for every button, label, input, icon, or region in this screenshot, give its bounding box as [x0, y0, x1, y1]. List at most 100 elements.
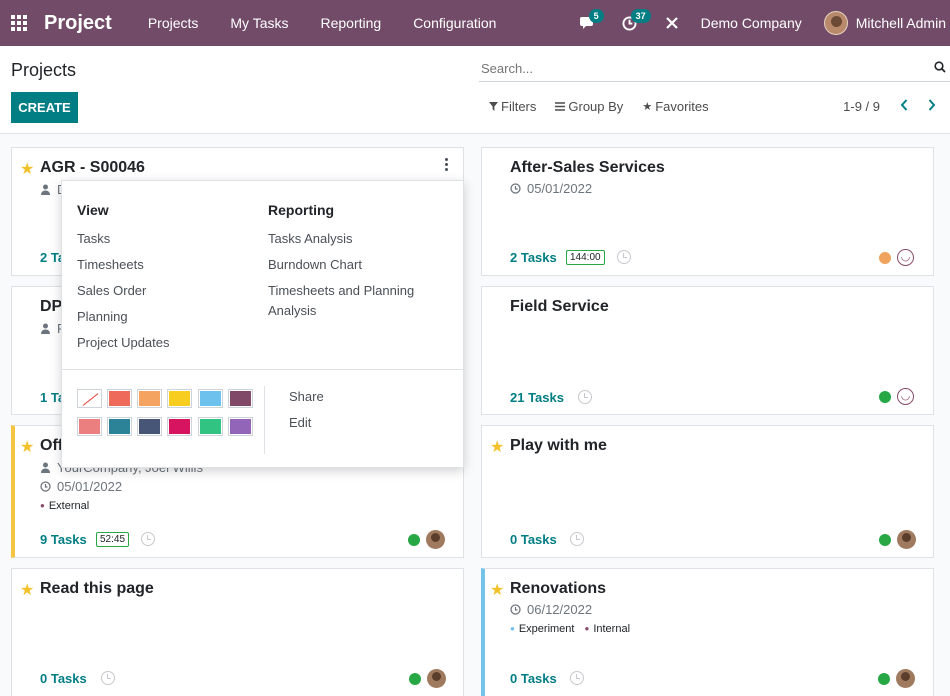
- project-title: Field Service: [510, 298, 609, 315]
- activity-clock-icon[interactable]: [141, 532, 155, 546]
- user-icon: [41, 184, 50, 195]
- dropdown-divider: [62, 369, 463, 370]
- project-tasks-link[interactable]: 2 Tasks: [510, 250, 557, 265]
- view-timesheets-link[interactable]: Timesheets: [77, 257, 144, 272]
- menu-my-tasks[interactable]: My Tasks: [230, 15, 289, 31]
- project-tasks-link[interactable]: 2 Ta: [40, 250, 66, 265]
- project-card-field-service[interactable]: Field Service 21 Tasks ◡: [481, 286, 934, 415]
- tag-experiment: Experiment: [510, 623, 575, 635]
- menu-reporting[interactable]: Reporting: [320, 15, 382, 31]
- clock-icon: [622, 15, 637, 31]
- status-dot-green[interactable]: [408, 534, 420, 546]
- favorite-star-icon[interactable]: ★: [490, 582, 505, 599]
- messages-button[interactable]: 5: [567, 0, 609, 46]
- activity-clock-icon[interactable]: [570, 532, 584, 546]
- view-tasks-link[interactable]: Tasks: [77, 231, 111, 246]
- assignee-avatar: [896, 669, 915, 688]
- activity-clock-icon[interactable]: [617, 250, 631, 264]
- project-title: After-Sales Services: [510, 159, 665, 176]
- activities-badge: 37: [630, 9, 651, 23]
- create-button[interactable]: CREATE: [11, 92, 78, 123]
- tag-internal: Internal: [584, 623, 630, 635]
- search-input[interactable]: [479, 56, 919, 80]
- user-avatar[interactable]: [823, 11, 848, 35]
- color-swatch-red[interactable]: [107, 389, 132, 408]
- smile-icon[interactable]: ◡: [897, 249, 914, 266]
- project-date: 05/01/2022: [510, 181, 592, 196]
- groupby-button[interactable]: Group By: [555, 99, 623, 114]
- status-dot-orange[interactable]: [879, 252, 891, 264]
- view-planning-link[interactable]: Planning: [77, 309, 128, 324]
- tasks-analysis-link[interactable]: Tasks Analysis: [268, 231, 353, 246]
- color-swatch-purple[interactable]: [228, 417, 253, 436]
- color-swatch-dark-purple[interactable]: [228, 389, 253, 408]
- color-swatch-orange[interactable]: [137, 389, 162, 408]
- company-switcher[interactable]: Demo Company: [700, 15, 802, 31]
- project-card-renovations[interactable]: ★ Renovations 06/12/2022 Experiment Inte…: [481, 568, 934, 696]
- card-menu-kebab-icon[interactable]: [445, 158, 449, 171]
- share-link[interactable]: Share: [289, 389, 324, 404]
- project-card-play-with-me[interactable]: ★ Play with me 0 Tasks: [481, 425, 934, 558]
- activity-clock-icon[interactable]: [570, 671, 584, 685]
- pager-value[interactable]: 1-9 / 9: [843, 99, 880, 114]
- color-swatch-none[interactable]: [77, 389, 102, 408]
- debug-tools-button[interactable]: [651, 0, 693, 46]
- menu-configuration[interactable]: Configuration: [413, 15, 497, 31]
- edit-link[interactable]: Edit: [289, 415, 312, 430]
- project-card-after-sales[interactable]: After-Sales Services 05/01/2022 2 Tasks …: [481, 147, 934, 276]
- project-date-text: 05/01/2022: [527, 181, 593, 196]
- project-title: Renovations: [510, 580, 607, 597]
- pager-previous-button[interactable]: [896, 97, 912, 113]
- favorite-star-icon[interactable]: ★: [490, 439, 505, 456]
- view-section-title: View: [77, 202, 109, 218]
- status-dot-green[interactable]: [879, 534, 891, 546]
- color-swatch-dark-blue[interactable]: [137, 417, 162, 436]
- pager-next-button[interactable]: [924, 97, 940, 113]
- project-tasks-link[interactable]: 0 Tasks: [40, 671, 87, 686]
- project-tasks-link[interactable]: 0 Tasks: [510, 532, 557, 547]
- project-date-text: 05/01/2022: [57, 479, 123, 494]
- activity-clock-icon[interactable]: [578, 390, 592, 404]
- project-tasks-link[interactable]: 0 Tasks: [510, 671, 557, 686]
- status-dot-green[interactable]: [879, 391, 891, 403]
- color-swatch-fuchsia[interactable]: [167, 417, 192, 436]
- favorites-button[interactable]: ★ Favorites: [642, 99, 708, 114]
- favorite-star-icon[interactable]: ★: [20, 582, 35, 599]
- view-project-updates-link[interactable]: Project Updates: [77, 335, 170, 350]
- assignee-avatar: [426, 530, 445, 549]
- star-icon: ★: [642, 101, 653, 113]
- timesheets-planning-analysis-link[interactable]: Timesheets and Planning Analysis: [268, 283, 415, 318]
- filters-label: Filters: [501, 99, 537, 114]
- smile-icon[interactable]: ◡: [897, 388, 914, 405]
- color-swatch-green[interactable]: [198, 417, 223, 436]
- clock-icon: [40, 481, 51, 492]
- view-sales-order-link[interactable]: Sales Order: [77, 283, 147, 298]
- burndown-chart-link[interactable]: Burndown Chart: [268, 257, 362, 272]
- project-tasks-link[interactable]: 1 Ta: [40, 390, 66, 405]
- app-brand[interactable]: Project: [44, 11, 112, 34]
- favorite-star-icon[interactable]: ★: [20, 439, 35, 456]
- color-swatch-yellow[interactable]: [167, 389, 192, 408]
- user-menu[interactable]: Mitchell Admin: [855, 15, 946, 31]
- project-tasks-link[interactable]: 9 Tasks: [40, 532, 87, 547]
- color-swatch-teal[interactable]: [107, 417, 132, 436]
- favorite-star-icon[interactable]: ★: [20, 161, 35, 178]
- messages-badge: 5: [588, 9, 604, 23]
- status-dot-green[interactable]: [409, 673, 421, 685]
- menu-projects[interactable]: Projects: [147, 15, 199, 31]
- page-title: Projects: [11, 60, 77, 80]
- project-tasks-link[interactable]: 21 Tasks: [510, 390, 564, 405]
- search-bar: [479, 56, 950, 82]
- color-swatch-salmon[interactable]: [77, 417, 102, 436]
- status-dot-green[interactable]: [878, 673, 890, 685]
- chevron-left-icon: [900, 99, 908, 111]
- card-dropdown-menu: View Tasks Timesheets Sales Order Planni…: [61, 180, 464, 468]
- activity-clock-icon[interactable]: [101, 671, 115, 685]
- project-card-read-this-page[interactable]: ★ Read this page 0 Tasks: [11, 568, 464, 696]
- search-icon[interactable]: [934, 61, 946, 73]
- color-swatch-light-blue[interactable]: [198, 389, 223, 408]
- tag-external: External: [40, 500, 89, 512]
- activities-button[interactable]: 37: [609, 0, 651, 46]
- filters-button[interactable]: Filters: [489, 99, 536, 114]
- apps-menu-icon[interactable]: [0, 0, 38, 46]
